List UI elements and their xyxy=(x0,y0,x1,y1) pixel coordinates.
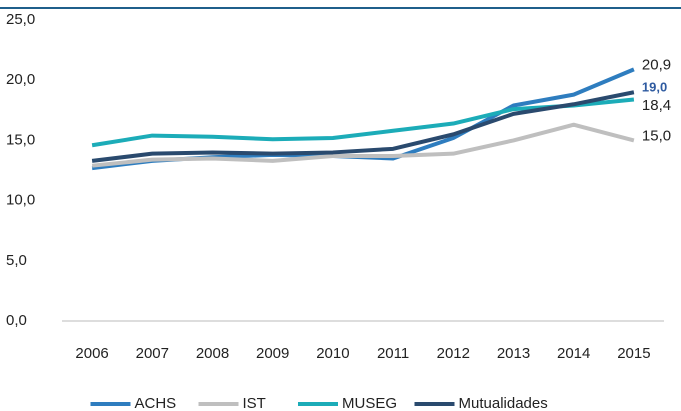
series-line xyxy=(91,122,635,168)
legend-label: Mutualidades xyxy=(459,395,548,411)
value-label: 20,9 xyxy=(642,56,671,73)
y-tick-label: 0,0 xyxy=(6,312,27,329)
legend-label: MUSEG xyxy=(342,395,397,411)
y-tick-label: 15,0 xyxy=(6,131,35,148)
value-label: 18,4 xyxy=(642,97,671,114)
x-tick-label: 2011 xyxy=(377,345,409,362)
x-tick-label: 2007 xyxy=(136,345,169,362)
y-tick-label: 5,0 xyxy=(6,252,27,269)
value-label: 15,0 xyxy=(642,127,671,144)
x-tick-label: 2009 xyxy=(256,345,289,362)
legend-label: IST xyxy=(243,395,266,411)
series-line xyxy=(91,90,635,163)
x-tick-label: 2013 xyxy=(497,345,530,362)
x-tick-label: 2008 xyxy=(196,345,229,362)
y-tick-label: 20,0 xyxy=(6,71,35,88)
x-tick-label: 2015 xyxy=(617,345,650,362)
y-tick-label: 10,0 xyxy=(6,192,35,209)
value-label: 19,0 xyxy=(642,80,667,95)
x-tick-label: 2006 xyxy=(75,345,108,362)
x-tick-label: 2010 xyxy=(316,345,349,362)
x-tick-label: 2014 xyxy=(557,345,590,362)
x-tick-label: 2012 xyxy=(437,345,470,362)
y-tick-label: 25,0 xyxy=(6,11,35,28)
legend-label: ACHS xyxy=(135,395,177,411)
